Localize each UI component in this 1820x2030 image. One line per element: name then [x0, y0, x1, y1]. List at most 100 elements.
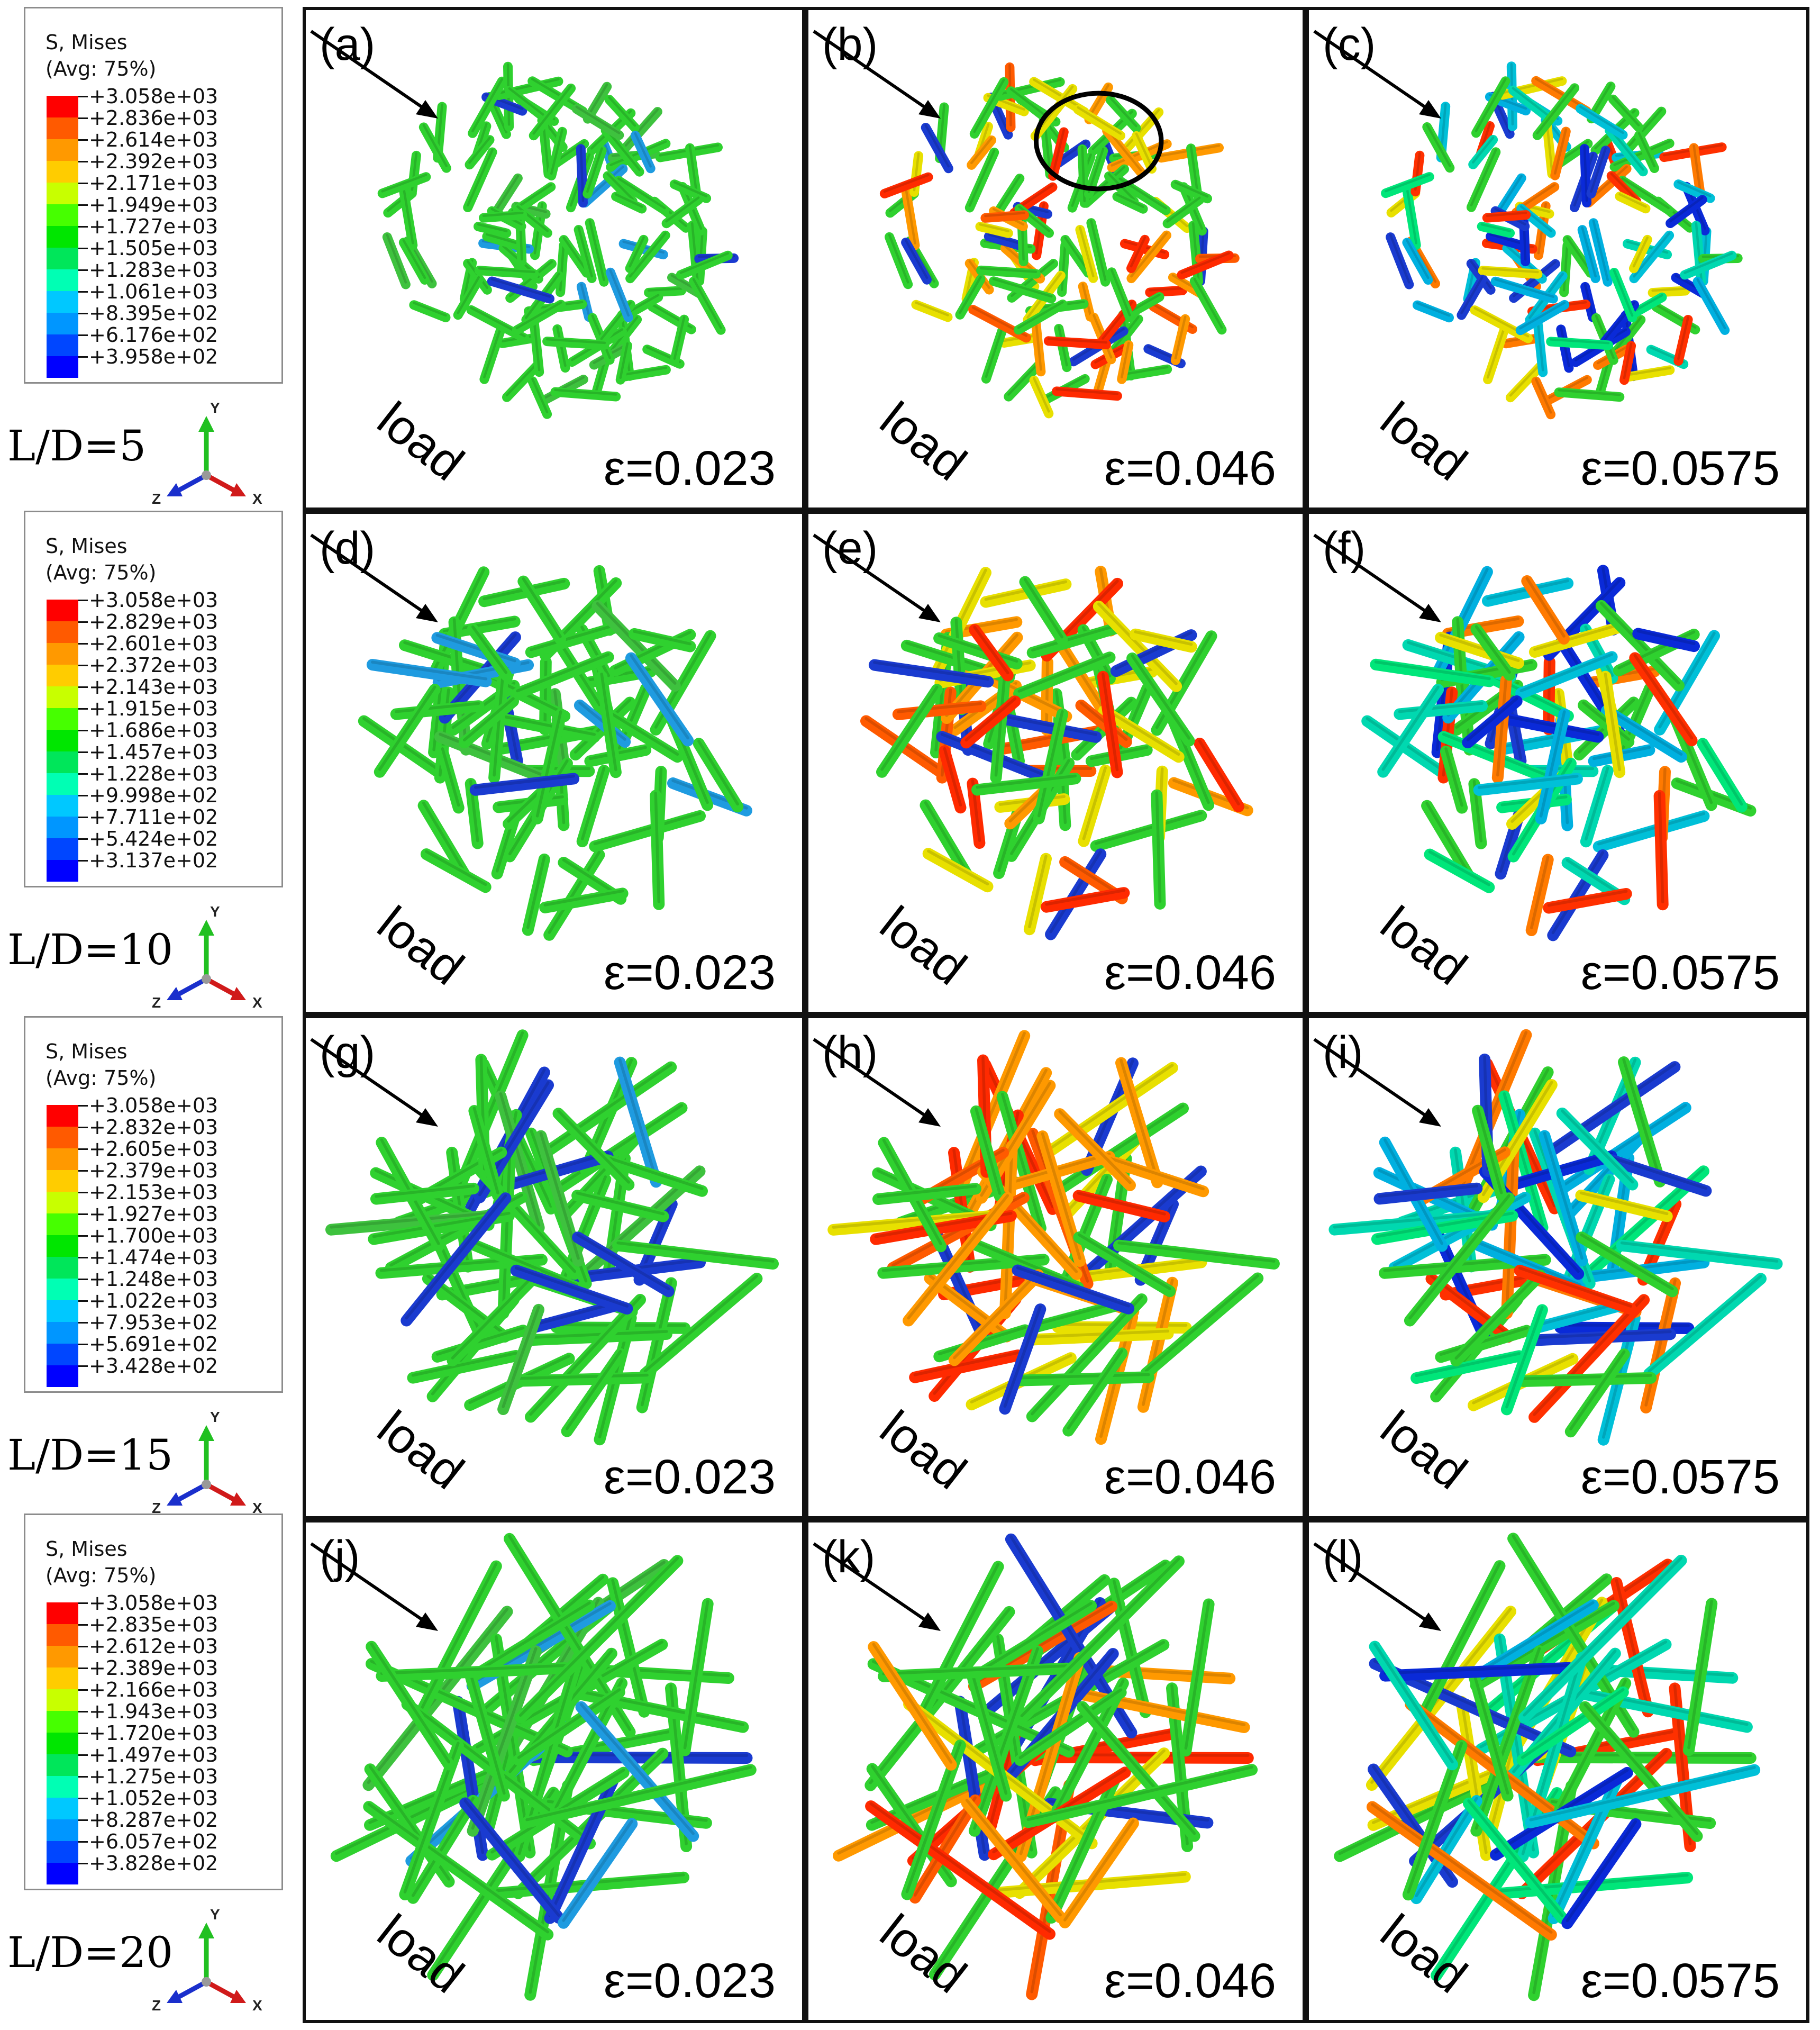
legend-subtitle: (Avg: 75%) [46, 57, 157, 80]
fiber [525, 1294, 646, 1423]
fiber-shade [419, 1562, 498, 1712]
fiber [1515, 300, 1570, 336]
legend-tick [78, 139, 88, 141]
fiber-shade [451, 1271, 538, 1360]
fiber [917, 1561, 1004, 1719]
fiber [1140, 1272, 1264, 1380]
fiber [1548, 1061, 1681, 1155]
fiber [892, 700, 987, 720]
fiber [1546, 337, 1614, 350]
fiber [1673, 315, 1693, 366]
fiber-shade [530, 623, 617, 651]
fiber [1015, 1371, 1154, 1386]
axis-y-label: Y [210, 905, 220, 920]
fiber-shade [1584, 283, 1594, 316]
fiber-shade [468, 1239, 578, 1286]
fiber [614, 176, 670, 215]
fiber [933, 1324, 1031, 1363]
fiber [1379, 1662, 1575, 1682]
fiber-shade [1031, 623, 1119, 652]
fiber [976, 265, 1041, 279]
fiber-shade [502, 1141, 512, 1312]
fiber [504, 86, 550, 123]
fiber-shade [1687, 1599, 1713, 1750]
fiber [571, 1190, 669, 1222]
legend-swatch [47, 1365, 78, 1387]
fiber [552, 324, 570, 373]
fiber-shade [1519, 301, 1566, 330]
fiber [1625, 106, 1667, 152]
legend-title: S, Mises [46, 31, 128, 54]
fiber [507, 1150, 614, 1190]
fiber [561, 1348, 626, 1437]
fiber [520, 1751, 753, 1764]
fiber-shade [435, 1326, 525, 1356]
fiber [1640, 1277, 1681, 1413]
fiber-shade [968, 149, 996, 207]
fiber-shade [1618, 193, 1647, 208]
fiber [463, 147, 497, 212]
fiber-shade [505, 361, 539, 396]
fiber [382, 232, 411, 289]
stress-panel: (j) ε=0.023 load [303, 1519, 805, 2023]
fiber-shade [697, 739, 739, 806]
fiber-shade [1189, 145, 1198, 191]
fiber [1516, 1686, 1629, 1766]
legend-swatch [47, 248, 78, 269]
fiber [1117, 340, 1134, 384]
fiber-shade [1003, 1305, 1042, 1408]
fiber [955, 274, 986, 320]
fiber [497, 1140, 516, 1319]
fiber [1539, 1130, 1588, 1267]
fiber-shade [1097, 602, 1178, 685]
legend-value: +9.998e+02 [89, 784, 219, 807]
fiber [580, 164, 628, 208]
fiber [650, 790, 665, 910]
legend-tick [78, 1841, 88, 1843]
legend-swatch [47, 751, 78, 773]
fiber-shade [1583, 145, 1588, 202]
fiber [1093, 601, 1182, 692]
stress-panel: (c) ε=0.0575 load [1306, 7, 1809, 511]
legend-swatch [47, 1235, 78, 1257]
legend-swatch [47, 1689, 78, 1711]
fiber-shade [1551, 851, 1605, 935]
fiber [1528, 621, 1625, 658]
fiber-network [860, 566, 1253, 940]
fiber-shade [1535, 1302, 1621, 1327]
fiber-shade [1522, 1374, 1652, 1380]
fiber-shade [1109, 96, 1138, 128]
legend-swatch [47, 291, 78, 313]
highlight-circle [1033, 90, 1164, 192]
fiber [1543, 656, 1555, 736]
fiber [1518, 1554, 1687, 1724]
fiber [474, 222, 512, 238]
fiber [1008, 1150, 1115, 1190]
legend-tick [78, 708, 88, 710]
fiber-shade [1103, 706, 1180, 756]
axis-x-label: X [252, 994, 262, 1011]
fiber [1608, 94, 1644, 132]
fiber [431, 632, 521, 669]
fiber-shade [532, 85, 572, 135]
fiber-network [1328, 1029, 1783, 1446]
fiber [920, 799, 973, 881]
fiber [1505, 360, 1546, 403]
fiber [669, 314, 689, 366]
fiber [1026, 622, 1123, 659]
fiber-shade [1610, 173, 1638, 201]
fiber [1471, 1599, 1599, 1682]
legend-tick [78, 1819, 88, 1821]
legend-swatch [47, 269, 78, 291]
fiber [1491, 674, 1512, 784]
fiber-shade [1373, 1642, 1454, 1764]
fiber-shade [471, 1601, 591, 1675]
fiber [576, 765, 610, 848]
fiber [479, 326, 505, 384]
legend-value: +2.389e+03 [89, 1656, 219, 1680]
fiber [376, 1662, 571, 1682]
fiber-network [1361, 565, 1757, 941]
fiber [1605, 1154, 1712, 1197]
legend-swatch [47, 1257, 78, 1279]
legend-swatch [47, 96, 78, 117]
